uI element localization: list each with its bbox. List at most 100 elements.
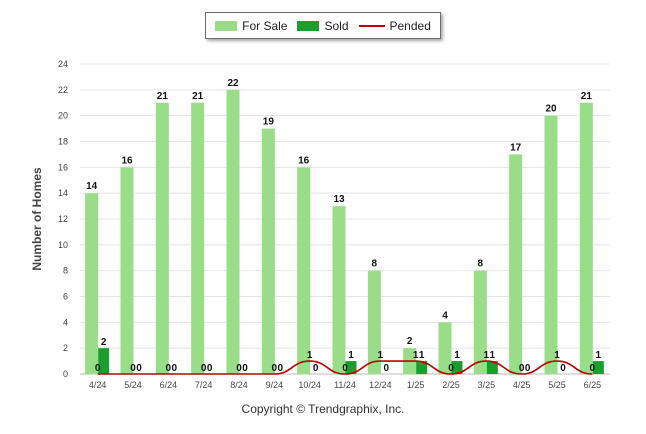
- data-label-for-sale: 20: [545, 104, 557, 115]
- legend-item-for-sale[interactable]: For Sale: [215, 19, 287, 33]
- y-tick-label: 16: [58, 162, 68, 172]
- data-label-pended: 0: [272, 363, 278, 374]
- x-tick-label: 8/24: [230, 380, 248, 390]
- bar-for-sale: [85, 193, 99, 374]
- legend-label-for-sale: For Sale: [242, 18, 288, 33]
- legend-label-pended: Pended: [389, 18, 431, 33]
- y-tick-label: 24: [58, 59, 68, 69]
- data-label-for-sale: 22: [227, 78, 239, 89]
- bar-for-sale: [473, 270, 487, 374]
- data-label-sold: 1: [490, 350, 496, 361]
- y-tick-label: 22: [58, 85, 68, 95]
- data-label-for-sale: 21: [192, 91, 204, 102]
- x-tick-label: 11/24: [334, 380, 356, 390]
- x-tick-label: 3/25: [478, 380, 496, 390]
- x-tick-label: 5/24: [124, 380, 142, 390]
- data-label-sold: 1: [454, 350, 460, 361]
- data-label-for-sale: 16: [121, 155, 133, 166]
- data-label-sold: 0: [278, 363, 284, 374]
- data-label-sold: 0: [207, 363, 213, 374]
- bar-for-sale: [332, 206, 346, 374]
- data-label-for-sale: 19: [263, 117, 275, 128]
- bar-sold: [416, 361, 428, 374]
- data-label-for-sale: 2: [407, 336, 413, 347]
- bar-for-sale: [579, 102, 593, 374]
- y-tick-label: 8: [63, 266, 68, 276]
- bar-sold: [592, 361, 604, 374]
- data-label-sold: 0: [242, 363, 248, 374]
- legend-swatch-pended: [358, 24, 385, 27]
- data-label-pended: 0: [519, 363, 525, 374]
- x-tick-label: 5/25: [548, 380, 566, 390]
- data-label-sold: 1: [348, 350, 354, 361]
- y-tick-label: 18: [58, 137, 68, 147]
- data-label-for-sale: 4: [442, 310, 448, 321]
- bar-for-sale: [155, 102, 169, 374]
- data-label-sold: 0: [384, 363, 390, 374]
- y-tick-label: 0: [63, 369, 68, 379]
- x-tick-label: 2/25: [442, 380, 460, 390]
- x-tick-label: 10/24: [298, 380, 321, 390]
- data-label-for-sale: 8: [478, 259, 484, 270]
- bar-for-sale: [297, 167, 311, 374]
- y-tick-label: 10: [58, 240, 68, 250]
- data-label-for-sale: 21: [581, 91, 593, 102]
- data-label-for-sale: 21: [157, 91, 169, 102]
- y-axis-title: Number of Homes: [30, 167, 44, 271]
- y-tick-label: 2: [63, 343, 68, 353]
- bar-for-sale: [509, 154, 523, 374]
- data-label-sold: 0: [136, 363, 142, 374]
- bar-sold: [345, 361, 357, 374]
- bar-sold: [486, 361, 498, 374]
- y-tick-label: 14: [58, 188, 68, 198]
- data-label-sold: 0: [525, 363, 531, 374]
- y-tick-label: 12: [58, 214, 68, 224]
- data-label-sold: 0: [313, 363, 319, 374]
- data-label-pended: 0: [201, 363, 207, 374]
- data-label-sold: 2: [101, 337, 107, 348]
- data-label-pended: 0: [448, 363, 454, 374]
- y-tick-label: 20: [58, 111, 68, 121]
- x-tick-label: 7/24: [195, 380, 213, 390]
- bar-for-sale: [191, 102, 205, 374]
- bar-sold: [451, 361, 463, 374]
- bar-for-sale: [438, 322, 452, 374]
- data-label-for-sale: 17: [510, 142, 522, 153]
- data-label-sold: 1: [596, 350, 602, 361]
- bar-for-sale: [261, 128, 275, 374]
- data-label-for-sale: 13: [333, 194, 345, 205]
- data-label-pended: 0: [590, 363, 596, 374]
- copyright-text: Copyright © Trendgraphix, Inc.: [241, 402, 405, 416]
- y-tick-label: 6: [63, 292, 68, 302]
- legend-label-sold: Sold: [324, 18, 349, 33]
- x-tick-label: 6/24: [160, 380, 178, 390]
- data-label-pended: 1: [554, 350, 560, 361]
- x-tick-label: 4/24: [89, 380, 107, 390]
- data-label-sold: 0: [560, 363, 566, 374]
- bar-for-sale: [367, 270, 381, 374]
- data-label-sold: 1: [419, 350, 425, 361]
- data-label-for-sale: 16: [298, 155, 310, 166]
- y-tick-label: 4: [63, 317, 68, 327]
- bar-sold: [98, 348, 110, 374]
- line-pended: [97, 360, 593, 375]
- legend-swatch-sold: [297, 20, 320, 31]
- data-label-pended: 0: [342, 363, 348, 374]
- data-label-pended: 0: [236, 363, 242, 374]
- data-label-for-sale: 14: [86, 181, 98, 192]
- data-label-pended: 0: [130, 363, 136, 374]
- data-label-pended: 0: [166, 363, 172, 374]
- data-label-pended: 1: [413, 350, 419, 361]
- data-label-pended: 1: [378, 350, 384, 361]
- x-tick-label: 9/24: [266, 380, 284, 390]
- data-label-pended: 1: [484, 350, 490, 361]
- legend-item-pended[interactable]: Pended: [358, 18, 431, 33]
- chart-legend: For Sale Sold Pended: [205, 12, 441, 39]
- bar-for-sale: [120, 167, 134, 374]
- legend-item-sold[interactable]: Sold: [297, 18, 349, 33]
- legend-swatch-for-sale: [215, 20, 238, 31]
- data-label-pended: 1: [307, 350, 313, 361]
- x-tick-label: 12/24: [369, 380, 392, 390]
